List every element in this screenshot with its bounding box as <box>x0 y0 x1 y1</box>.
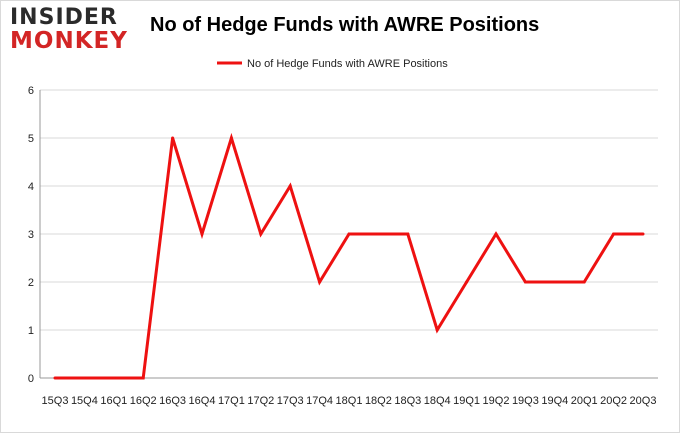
x-tick-label-19Q2: 19Q2 <box>483 395 510 407</box>
x-tick-label-17Q1: 17Q1 <box>218 395 245 407</box>
x-tick-label-17Q2: 17Q2 <box>247 395 274 407</box>
data-point-15Q4 <box>82 376 86 380</box>
series-line-0 <box>55 132 643 380</box>
y-tick-labels: 0 1 2 3 4 5 6 <box>28 85 34 385</box>
x-tick-label-18Q3: 18Q3 <box>394 395 421 407</box>
x-tick-label-20Q1: 20Q1 <box>571 395 598 407</box>
y-tick-label-0: 0 <box>28 373 34 385</box>
data-point-16Q3 <box>171 136 175 140</box>
x-tick-label-20Q2: 20Q2 <box>600 395 627 407</box>
x-tick-label-17Q4: 17Q4 <box>306 395 333 407</box>
data-point-17Q4 <box>318 280 322 284</box>
data-point-17Q2 <box>259 232 263 236</box>
x-tick-label-20Q3: 20Q3 <box>630 395 657 407</box>
data-point-16Q1 <box>112 376 116 380</box>
series-lines <box>53 132 645 380</box>
data-point-20Q3 <box>641 232 645 236</box>
x-tick-labels: 15Q3 15Q4 16Q1 16Q2 16Q3 16Q4 17Q1 17Q2 17Q3 17Q4… <box>42 395 657 407</box>
data-point-16Q4 <box>200 232 204 236</box>
x-tick-label-19Q1: 19Q1 <box>453 395 480 407</box>
x-tick-label-15Q3: 15Q3 <box>42 395 69 407</box>
y-tick-label-6: 6 <box>28 85 34 97</box>
data-point-15Q3 <box>53 376 57 380</box>
y-tick-label-4: 4 <box>28 181 34 193</box>
x-tick-label-18Q2: 18Q2 <box>365 395 392 407</box>
grid-lines <box>40 89 658 331</box>
data-point-19Q3 <box>523 280 527 284</box>
x-tick-label-16Q2: 16Q2 <box>130 395 157 407</box>
insider-monkey-logo: INSIDER MONKEY <box>10 7 128 53</box>
x-tick-label-19Q3: 19Q3 <box>512 395 539 407</box>
data-point-19Q2 <box>494 232 498 236</box>
data-point-18Q4 <box>435 328 439 332</box>
y-tick-label-2: 2 <box>28 277 34 289</box>
x-tick-label-18Q4: 18Q4 <box>424 395 451 407</box>
y-tick-label-5: 5 <box>28 133 34 145</box>
x-tick-label-16Q3: 16Q3 <box>159 395 186 407</box>
data-point-19Q4 <box>553 280 557 284</box>
x-tick-label-19Q4: 19Q4 <box>541 395 568 407</box>
x-tick-label-15Q4: 15Q4 <box>71 395 98 407</box>
x-tick-label-16Q4: 16Q4 <box>189 395 216 407</box>
data-point-18Q1 <box>347 232 351 236</box>
y-tick-label-1: 1 <box>28 325 34 337</box>
data-point-16Q2 <box>141 376 145 380</box>
data-point-19Q1 <box>465 280 469 284</box>
logo-line-insider: INSIDER <box>10 5 118 30</box>
x-tick-label-17Q3: 17Q3 <box>277 395 304 407</box>
y-tick-label-3: 3 <box>28 229 34 241</box>
data-point-20Q2 <box>612 232 616 236</box>
chart-title: No of Hedge Funds with AWRE Positions <box>150 14 540 36</box>
data-point-20Q1 <box>582 280 586 284</box>
data-point-18Q3 <box>406 232 410 236</box>
data-point-17Q3 <box>288 184 292 188</box>
legend-label: No of Hedge Funds with AWRE Positions <box>247 58 448 70</box>
data-point-17Q1 <box>229 136 233 140</box>
legend: No of Hedge Funds with AWRE Positions <box>217 58 448 70</box>
x-tick-label-16Q1: 16Q1 <box>100 395 127 407</box>
data-point-18Q2 <box>376 232 380 236</box>
x-tick-label-18Q1: 18Q1 <box>336 395 363 407</box>
logo-line-monkey: MONKEY <box>10 28 128 54</box>
